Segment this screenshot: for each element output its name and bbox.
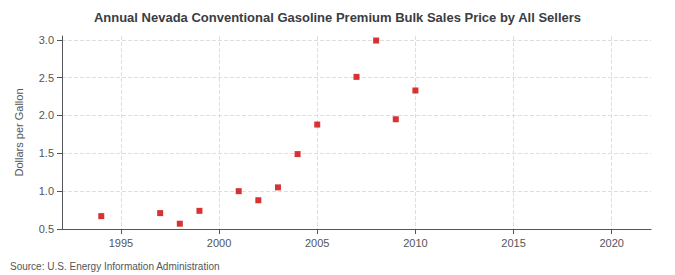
svg-text:1.5: 1.5 (39, 147, 54, 159)
svg-text:2010: 2010 (403, 237, 427, 249)
svg-text:0.5: 0.5 (39, 223, 54, 235)
svg-text:Dollars per Gallon: Dollars per Gallon (13, 88, 25, 176)
svg-text:3.0: 3.0 (39, 34, 54, 46)
svg-text:Annual Nevada Conventional Gas: Annual Nevada Conventional Gasoline Prem… (94, 10, 581, 25)
svg-text:2000: 2000 (207, 237, 231, 249)
svg-text:2015: 2015 (501, 237, 525, 249)
svg-text:1.0: 1.0 (39, 185, 54, 197)
svg-text:1995: 1995 (109, 237, 133, 249)
svg-text:2005: 2005 (305, 237, 329, 249)
svg-text:2.5: 2.5 (39, 72, 54, 84)
svg-text:2020: 2020 (599, 237, 623, 249)
svg-text:Source: U.S. Energy Informatio: Source: U.S. Energy Information Administ… (10, 261, 220, 272)
svg-text:2.0: 2.0 (39, 109, 54, 121)
